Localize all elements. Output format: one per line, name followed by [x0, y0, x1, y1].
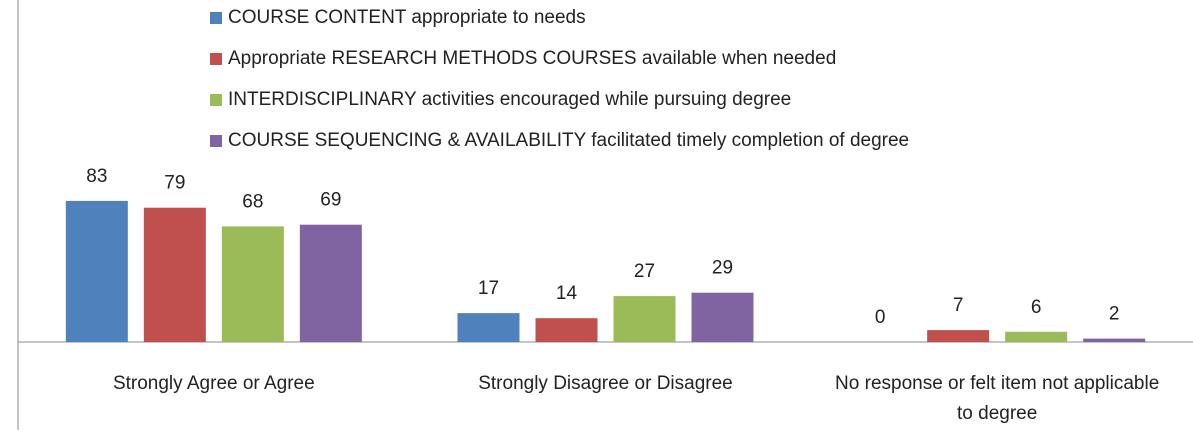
legend-label: Appropriate RESEARCH METHODS COURSES ava…	[228, 48, 836, 69]
value-label: 83	[86, 166, 107, 187]
value-label: 7	[953, 295, 964, 316]
value-label: 29	[712, 258, 733, 279]
value-label: 27	[634, 261, 655, 282]
x-tick-label: No response or felt item not applicable t…	[835, 373, 1159, 424]
value-label: 6	[1031, 297, 1042, 318]
bar	[457, 313, 520, 342]
bar	[221, 226, 284, 342]
x-tick-label-line: No response or felt item not applicable	[835, 373, 1159, 394]
value-label: 69	[320, 190, 341, 211]
legend-label: COURSE CONTENT appropriate to needs	[228, 7, 586, 28]
legend-swatch	[210, 53, 222, 65]
legend-swatch	[210, 12, 222, 24]
bar	[1005, 331, 1068, 342]
legend-label: COURSE SEQUENCING & AVAILABILITY facilit…	[228, 130, 909, 151]
x-tick-label: Strongly Disagree or Disagree	[478, 373, 733, 394]
value-label: 68	[242, 191, 263, 212]
bar	[1083, 338, 1146, 342]
value-label: 79	[164, 173, 185, 194]
legend-label: INTERDISCIPLINARY activities encouraged …	[228, 89, 791, 110]
value-label: 17	[478, 278, 499, 299]
bar	[299, 224, 362, 342]
legend-swatch	[210, 135, 222, 147]
x-tick-label-line: to degree	[957, 403, 1037, 424]
value-label: 14	[556, 283, 578, 304]
legend-swatch	[210, 94, 222, 106]
bar	[613, 296, 676, 342]
value-label: 0	[875, 307, 886, 328]
bar	[143, 207, 206, 342]
x-tick-label: Strongly Agree or Agree	[113, 373, 315, 394]
bar	[691, 292, 754, 342]
value-label: 2	[1109, 304, 1120, 325]
bar	[535, 318, 598, 342]
bar	[927, 330, 990, 342]
bar	[65, 200, 128, 342]
